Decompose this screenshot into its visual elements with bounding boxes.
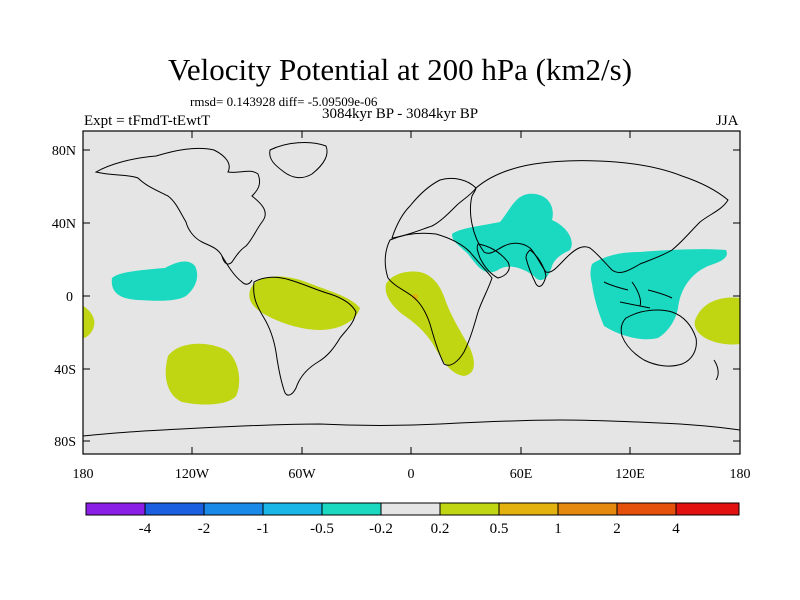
colorbar-label-3: -0.5 [310,521,334,537]
positive-region-south-pacific [165,343,240,405]
colorbar-bin-0 [85,502,146,516]
axis-ticks [83,131,740,454]
lon-label-60w: 60W [288,467,316,482]
negative-region-asia-indian [452,193,572,281]
negative-region-east-pacific [111,261,198,301]
colorbar-bin-3 [262,502,323,516]
coastline-asia [470,160,729,273]
lon-label-0: 0 [408,467,415,482]
colorbar-bin-9 [616,502,677,516]
lon-label-120w: 120W [175,467,210,482]
coastline-africa [384,232,493,366]
season-label: JJA [716,113,739,129]
lon-label-180w: 180 [73,467,94,482]
lat-label-0: 0 [66,290,73,305]
colorbar [85,502,740,516]
coastline-india [525,249,547,287]
colorbar-label-0: -4 [139,521,152,537]
coastline-maritime-islands [603,281,673,309]
colorbar-bin-5 [380,502,441,516]
colorbar-bin-8 [557,502,618,516]
colorbar-label-6: 0.5 [490,521,509,537]
colorbar-label-7: 1 [554,521,562,537]
colorbar-bin-6 [439,502,500,516]
colorbar-bin-2 [203,502,264,516]
lon-label-180e: 180 [730,467,751,482]
stats-label: rmsd= 0.143928 diff= -5.09509e-06 [190,94,378,109]
page-title: Velocity Potential at 200 hPa (km2/s) [167,52,633,87]
colorbar-label-8: 2 [613,521,621,537]
coastline-antarctica [82,419,741,437]
lat-label-40s: 40S [54,363,76,378]
colorbar-label-5: 0.2 [431,521,450,537]
colorbar-label-9: 4 [672,521,680,537]
lon-label-60e: 60E [510,467,533,482]
contour-regions [83,193,740,405]
colorbar-bin-4 [321,502,382,516]
colorbar-bin-7 [498,502,559,516]
colorbar-label-2: -1 [257,521,270,537]
coastline-australia [620,309,697,367]
coastline-central-america [221,255,253,285]
lat-label-40n: 40N [52,217,76,232]
positive-region-west-pacific [694,297,740,345]
colorbar-label-1: -2 [198,521,211,537]
colorbar-bin-10 [675,502,740,516]
lon-label-120e: 120E [615,467,645,482]
period-label: 3084kyr BP - 3084kyr BP [322,106,479,122]
experiment-label: Expt = tFmdT-tEwtT [84,113,211,129]
coastline-north-america [94,147,266,265]
coastline-greenland [269,142,328,179]
coastline-new-zealand [713,359,719,381]
lat-label-80s: 80S [54,435,76,450]
lat-label-80n: 80N [52,144,76,159]
colorbar-label-4: -0.2 [369,521,393,537]
positive-region-west-edge [83,306,95,338]
coastlines [82,142,741,437]
colorbar-bin-1 [144,502,205,516]
coastline-arabia [476,243,510,279]
positive-region-south-america [249,276,360,330]
positive-spot-gulf-of-guinea [412,294,418,300]
coastline-south-america [253,276,357,396]
